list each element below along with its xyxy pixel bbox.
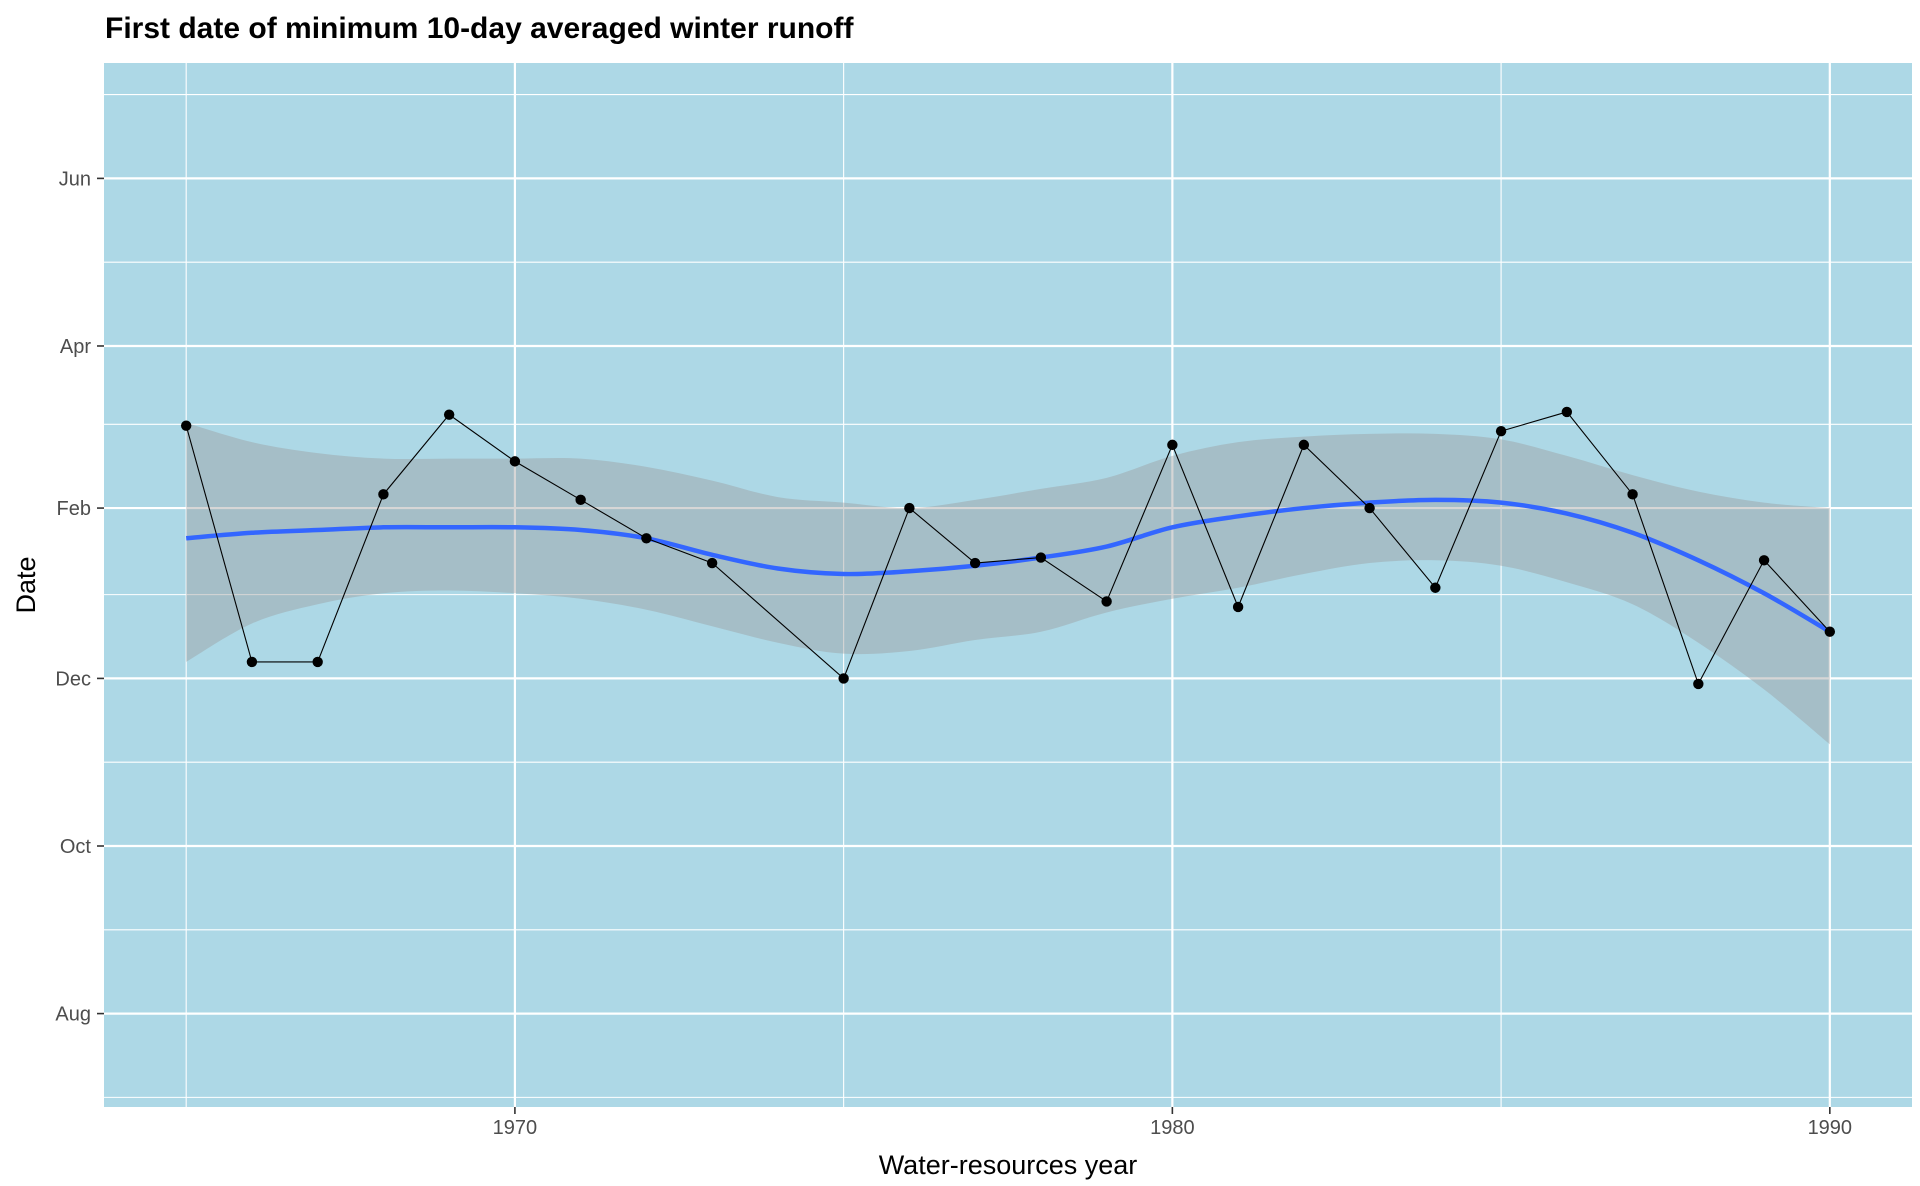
data-point — [1758, 555, 1770, 566]
x-axis: 1970 1980 1990 — [493, 1107, 1852, 1139]
data-point — [1035, 552, 1047, 563]
x-tick-label: 1970 — [493, 1117, 538, 1139]
data-point — [180, 420, 192, 431]
x-tick-label: 1990 — [1808, 1117, 1853, 1139]
data-point — [443, 409, 455, 420]
data-point — [509, 456, 521, 467]
y-tick-label: Aug — [55, 1004, 91, 1026]
data-points — [180, 406, 1836, 690]
data-point — [1232, 601, 1244, 613]
major-gridlines — [104, 63, 1912, 1107]
smooth-trend-line — [185, 497, 1831, 634]
data-point — [312, 656, 323, 668]
data-point — [575, 494, 586, 506]
y-tick-label: Feb — [57, 498, 91, 520]
data-point — [1430, 582, 1441, 593]
data-point — [1298, 439, 1310, 451]
data-point — [1167, 439, 1178, 451]
y-axis: Aug Oct Dec Feb Apr Jun — [55, 168, 104, 1026]
y-tick-label: Dec — [55, 668, 91, 690]
chart-title: First date of minimum 10-day averaged wi… — [105, 12, 854, 45]
data-point — [706, 557, 718, 569]
x-tick-label: 1980 — [1150, 1117, 1195, 1139]
data-point — [1627, 489, 1638, 500]
y-tick-label: Oct — [60, 836, 92, 858]
data-point — [246, 656, 258, 668]
data-point — [1824, 626, 1836, 637]
data-point — [904, 502, 915, 514]
data-point — [838, 673, 849, 684]
plot-panel — [104, 63, 1912, 1107]
minor-gridlines — [104, 63, 1912, 1107]
data-point — [378, 489, 389, 500]
y-tick-label: Jun — [59, 168, 91, 190]
data-point — [641, 533, 652, 544]
data-point — [969, 557, 981, 569]
data-point — [1561, 406, 1573, 418]
data-point — [1693, 678, 1704, 690]
y-axis-title: Date — [11, 556, 41, 613]
confidence-ribbon — [186, 422, 1830, 745]
data-point — [1495, 425, 1507, 437]
data-point — [1101, 596, 1112, 607]
y-tick-label: Apr — [60, 336, 91, 358]
data-point — [1364, 502, 1375, 514]
x-axis-title: Water-resources year — [879, 1150, 1138, 1180]
